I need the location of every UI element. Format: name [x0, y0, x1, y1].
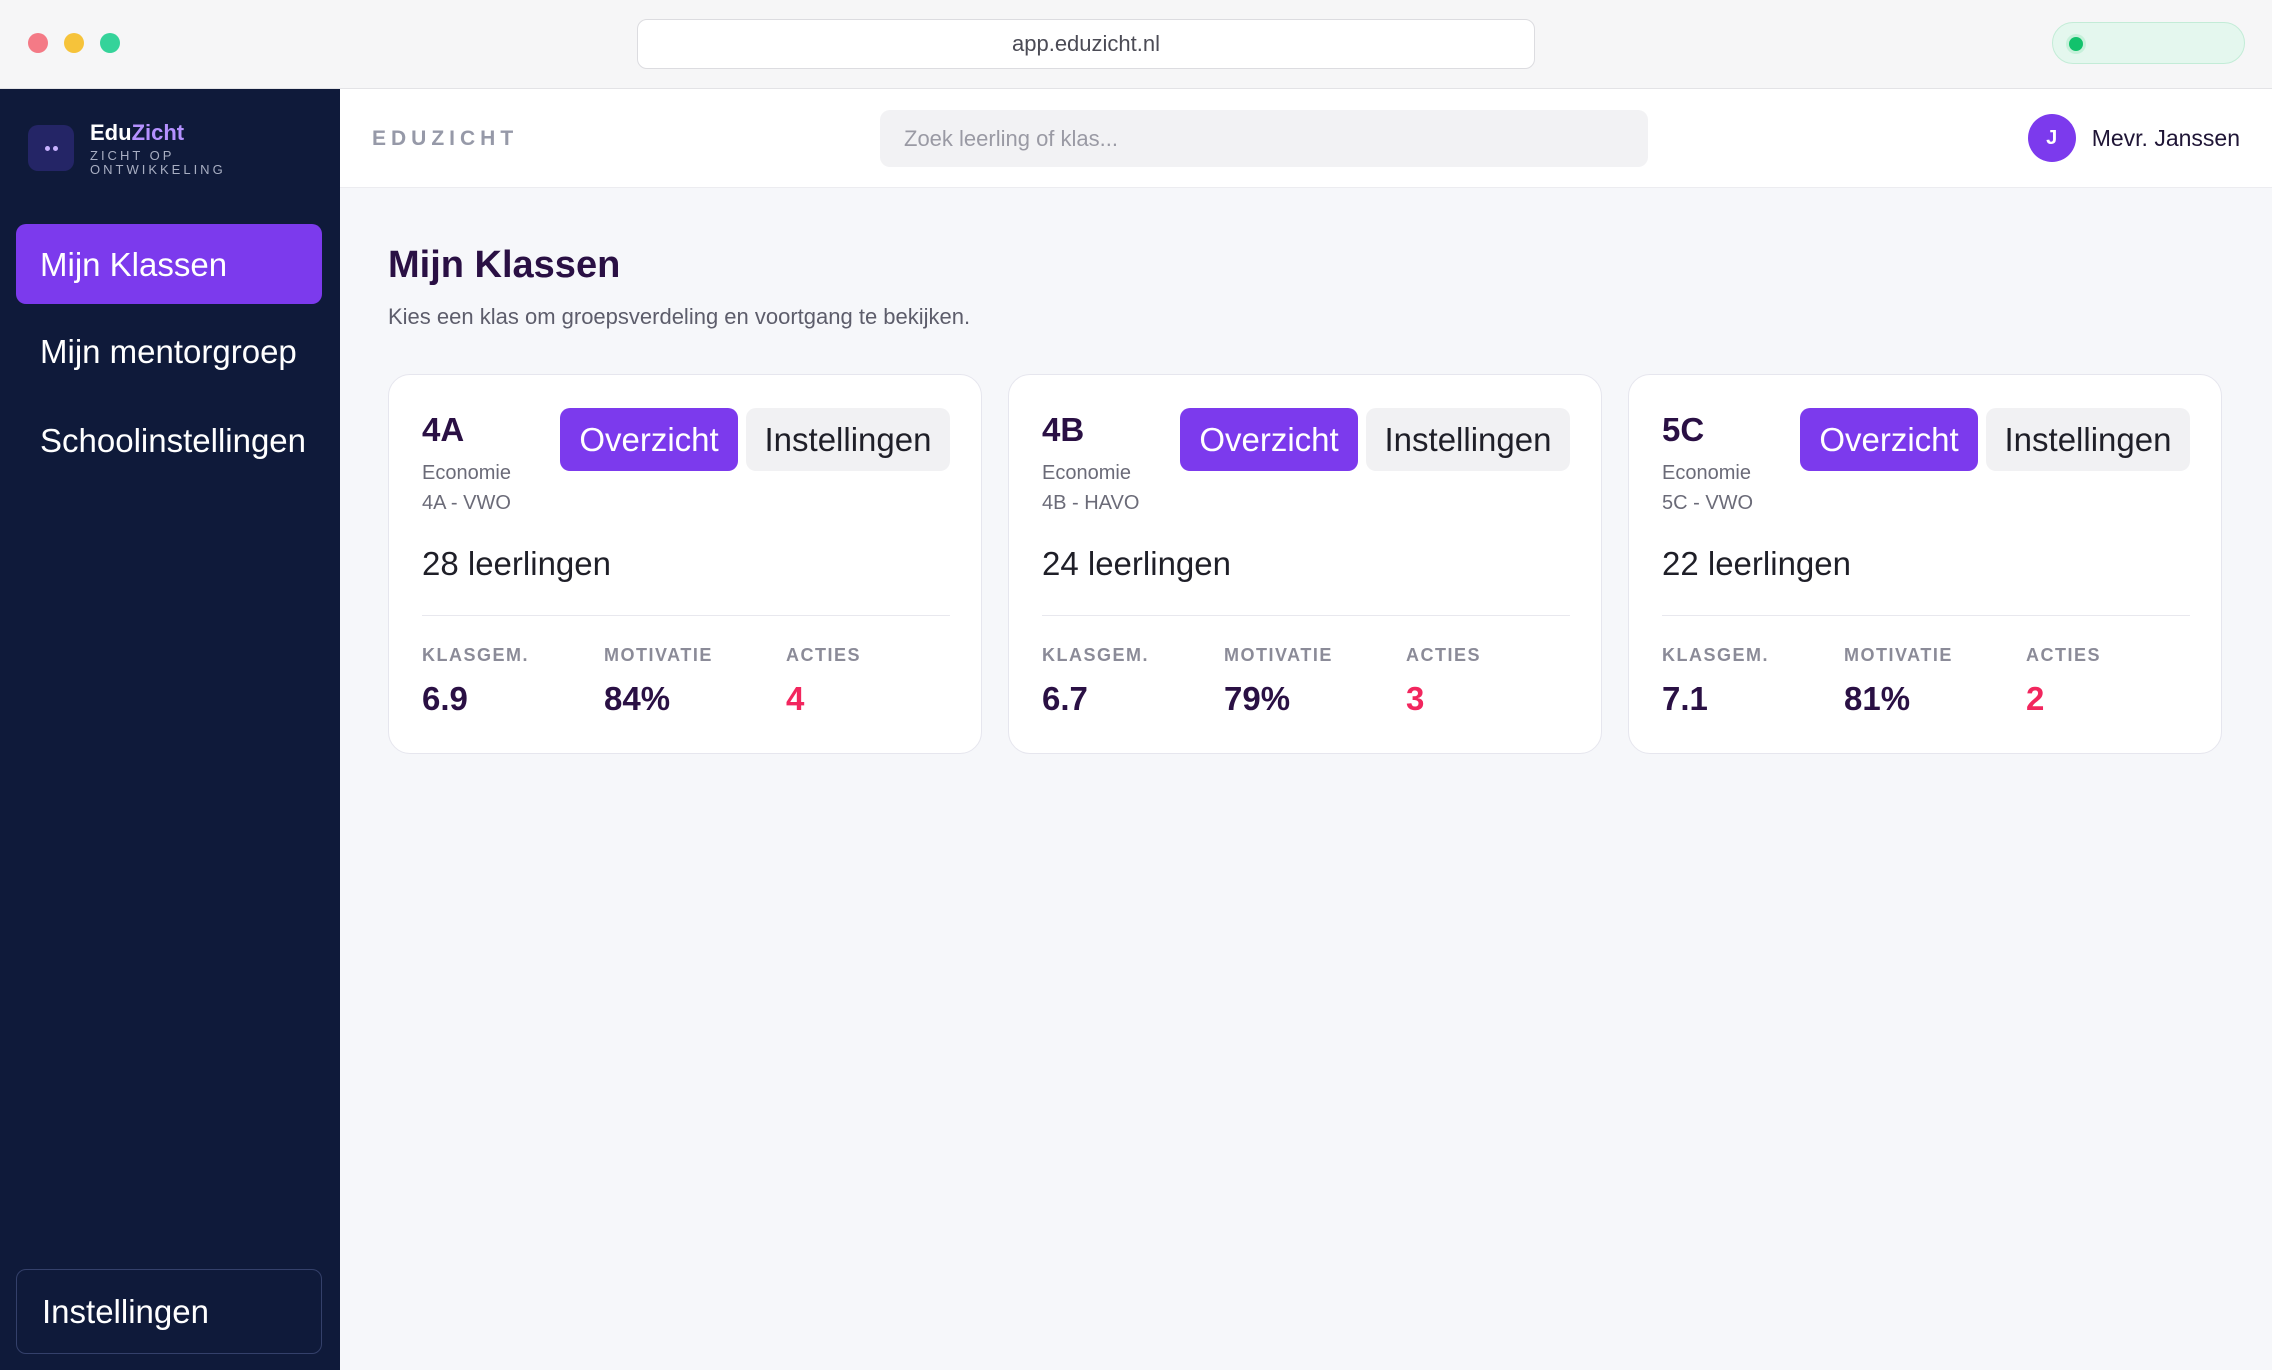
window-minimize-button[interactable] — [64, 33, 84, 53]
stat-avg: KLASGEM. 6.9 — [422, 645, 530, 717]
class-subject: Economie — [1042, 462, 1131, 484]
stat-actions: ACTIES 4 — [786, 645, 862, 717]
student-count: 28 leerlingen — [422, 545, 611, 582]
breadcrumb: EDUZICHT — [372, 127, 519, 150]
top-bar: EDUZICHT J Mevr. Janssen — [340, 89, 2272, 188]
sidebar-item-schoolinstellingen[interactable]: Schoolinstellingen — [40, 422, 307, 459]
overview-button[interactable]: Overzicht — [560, 408, 738, 471]
stat-avg: KLASGEM. 7.1 — [1662, 645, 1770, 717]
brand[interactable]: EduZicht ZICHT OP ONTWIKKELING — [28, 121, 250, 177]
page-title: Mijn Klassen — [388, 244, 621, 286]
divider — [1042, 615, 1570, 616]
student-count: 22 leerlingen — [1662, 545, 1851, 582]
user-name: Mevr. Janssen — [2091, 124, 2240, 151]
overview-button[interactable]: Overzicht — [1800, 408, 1978, 471]
stat-avg: KLASGEM. 6.7 — [1042, 645, 1150, 717]
sidebar-item-mijn-mentorgroep[interactable]: Mijn mentorgroep — [40, 333, 297, 370]
stat-motivation: MOTIVATIE 81% — [1844, 645, 1953, 717]
search-input[interactable] — [880, 110, 1648, 167]
address-bar[interactable]: app.eduzicht.nl — [637, 19, 1535, 69]
sidebar-item-mijn-klassen[interactable]: Mijn Klassen — [16, 224, 322, 304]
window-close-button[interactable] — [28, 33, 48, 53]
class-settings-button[interactable]: Instellingen — [1986, 408, 2190, 471]
stat-actions: ACTIES 2 — [2026, 645, 2102, 717]
class-code: 4A — [422, 411, 465, 448]
class-settings-button[interactable]: Instellingen — [1366, 408, 1570, 471]
class-card-5c[interactable]: 5C Economie 5C - VWO Overzicht Instellin… — [1628, 374, 2222, 754]
main-content: Mijn Klassen Kies een klas om groepsverd… — [340, 188, 2272, 1370]
class-subject: Economie — [422, 462, 511, 484]
class-subject: Economie — [1662, 462, 1751, 484]
class-settings-button[interactable]: Instellingen — [746, 408, 950, 471]
avatar[interactable]: J — [2027, 114, 2076, 162]
browser-chrome: app.eduzicht.nl — [0, 0, 2272, 89]
class-level: 4B - HAVO — [1042, 492, 1140, 514]
class-card-4b[interactable]: 4B Economie 4B - HAVO Overzicht Instelli… — [1008, 374, 1602, 754]
class-cards: 4A Economie 4A - VWO Overzicht Instellin… — [388, 374, 2222, 754]
class-code: 5C — [1662, 411, 1705, 448]
window-maximize-button[interactable] — [100, 33, 120, 53]
class-level: 5C - VWO — [1662, 492, 1754, 514]
overview-button[interactable]: Overzicht — [1180, 408, 1358, 471]
brand-name: EduZicht — [90, 120, 185, 145]
class-code: 4B — [1042, 411, 1085, 448]
stat-motivation: MOTIVATIE 79% — [1224, 645, 1333, 717]
user-menu[interactable]: J Mevr. Janssen — [2027, 114, 2240, 162]
stat-motivation: MOTIVATIE 84% — [604, 645, 713, 717]
logo-icon — [28, 125, 74, 171]
stat-actions: ACTIES 3 — [1406, 645, 1482, 717]
sidebar-nav: Mijn Klassen Mijn mentorgroep Schoolinst… — [16, 224, 322, 482]
brand-tagline: ZICHT OP ONTWIKKELING — [90, 148, 226, 177]
divider — [1662, 615, 2190, 616]
settings-button[interactable]: Instellingen — [16, 1269, 322, 1354]
student-count: 24 leerlingen — [1042, 545, 1231, 582]
class-card-4a[interactable]: 4A Economie 4A - VWO Overzicht Instellin… — [388, 374, 982, 754]
class-level: 4A - VWO — [422, 492, 511, 514]
divider — [422, 615, 950, 616]
connection-status-badge — [2052, 22, 2245, 64]
status-indicator-icon — [2069, 37, 2083, 51]
page-subtitle: Kies een klas om groepsverdeling en voor… — [388, 304, 971, 329]
sidebar: EduZicht ZICHT OP ONTWIKKELING Mijn Klas… — [0, 89, 340, 1370]
